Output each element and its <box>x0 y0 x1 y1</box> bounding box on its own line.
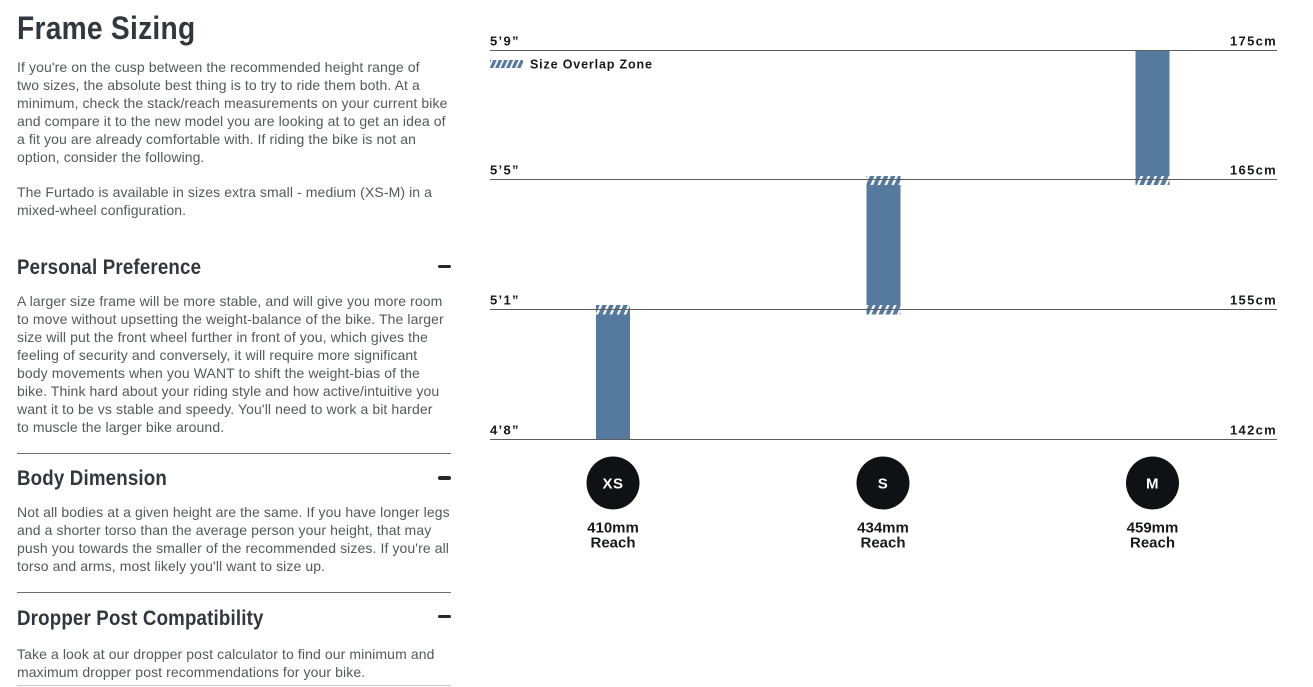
svg-text:5’9”: 5’9” <box>490 34 520 49</box>
svg-text:XS: XS <box>602 476 623 493</box>
svg-text:Reach: Reach <box>1130 535 1175 552</box>
svg-text:M: M <box>1146 476 1159 493</box>
svg-text:459mm: 459mm <box>1127 520 1179 537</box>
svg-text:175cm: 175cm <box>1230 34 1277 49</box>
svg-text:434mm: 434mm <box>857 520 909 537</box>
svg-text:142cm: 142cm <box>1230 423 1277 438</box>
svg-text:165cm: 165cm <box>1230 163 1277 178</box>
svg-text:155cm: 155cm <box>1230 293 1277 308</box>
svg-text:Reach: Reach <box>860 535 905 552</box>
svg-text:5’1”: 5’1” <box>490 293 520 308</box>
svg-text:Reach: Reach <box>590 535 635 552</box>
svg-text:5’5”: 5’5” <box>490 163 520 178</box>
svg-text:Size Overlap Zone: Size Overlap Zone <box>530 58 653 72</box>
svg-text:4’8”: 4’8” <box>490 423 520 438</box>
svg-text:410mm: 410mm <box>587 520 639 537</box>
svg-text:S: S <box>878 476 889 493</box>
